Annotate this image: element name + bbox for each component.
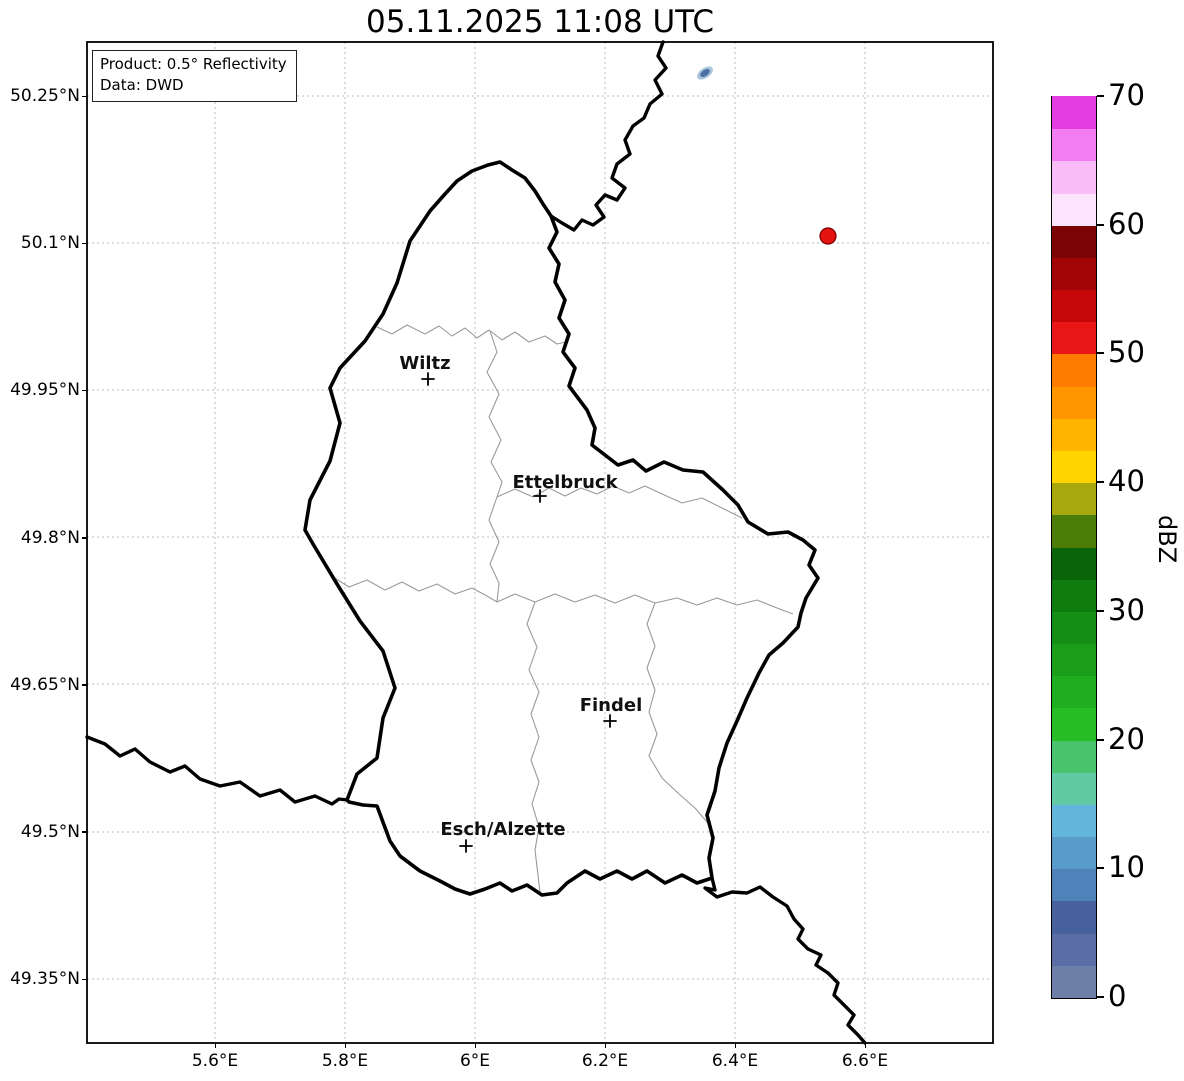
colorbar-segment — [1052, 900, 1096, 934]
colorbar-segment — [1052, 192, 1096, 226]
colorbar — [1051, 96, 1097, 999]
colorbar-segment — [1052, 611, 1096, 645]
lon-tick-label: 6°E — [459, 1051, 491, 1071]
france-germany-border — [703, 876, 867, 1045]
lon-tick-mark — [214, 1043, 216, 1048]
colorbar-tick-mark — [1097, 481, 1104, 484]
city-markers — [421, 372, 617, 853]
luxembourg-border — [303, 160, 820, 897]
colorbar-segment — [1052, 514, 1096, 548]
colorbar-segment — [1052, 96, 1096, 130]
lat-tick-mark — [82, 242, 87, 245]
esch-alzette-label: Esch/Alzette — [440, 819, 565, 840]
lat-tick-mark — [82, 978, 87, 981]
wiltz-marker — [421, 372, 435, 386]
product-label: Product: 0.5° Reflectivity — [100, 55, 287, 73]
colorbar-tick-label: 40 — [1108, 464, 1145, 499]
lon-tick-label: 5.6°E — [191, 1051, 239, 1071]
colorbar-unit-label: dBZ — [1153, 515, 1181, 564]
colorbar-tick-label: 60 — [1108, 206, 1145, 241]
colorbar-tick-label: 50 — [1108, 335, 1145, 370]
colorbar-tick-label: 20 — [1108, 721, 1145, 756]
colorbar-segment — [1052, 643, 1096, 677]
esch-alzette-marker — [459, 839, 473, 853]
colorbar-segment — [1052, 321, 1096, 355]
colorbar-tick-mark — [1097, 609, 1104, 612]
colorbar-segment — [1052, 739, 1096, 773]
findel-label: Findel — [580, 695, 643, 716]
ettelbruck-label: Ettelbruck — [512, 472, 618, 493]
lat-tick-mark — [82, 95, 87, 97]
lon-tick-mark — [474, 1043, 476, 1048]
colorbar-segment — [1052, 482, 1096, 516]
colorbar-segment — [1052, 546, 1096, 580]
lat-tick-label: 50.25°N — [10, 86, 80, 106]
colorbar-tick-mark — [1097, 996, 1104, 998]
lat-tick-mark — [82, 389, 87, 392]
city-labels: Wiltz Ettelbruck Findel Esch/Alzette — [399, 353, 642, 840]
colorbar-segment — [1052, 289, 1096, 323]
radar-echo-dot — [819, 227, 837, 245]
colorbar-segment — [1052, 804, 1096, 838]
findel-marker — [603, 714, 617, 728]
foreign-country-borders — [85, 40, 867, 1045]
lat-tick-mark — [82, 831, 87, 833]
colorbar-segment — [1052, 836, 1096, 870]
colorbar-segment — [1052, 450, 1096, 484]
colorbar-segment — [1052, 933, 1096, 966]
colorbar-segment — [1052, 675, 1096, 709]
colorbar-segment — [1052, 160, 1096, 194]
lon-tick-mark — [604, 1043, 606, 1048]
lon-tick-mark — [864, 1043, 866, 1048]
map-plot-area: Product: 0.5° Reflectivity Data: DWD — [85, 40, 994, 1045]
lat-tick-mark — [82, 537, 87, 539]
lon-tick-label: 5.8°E — [321, 1051, 369, 1071]
colorbar-segment — [1052, 128, 1096, 162]
lat-tick-label: 50.1°N — [20, 233, 80, 254]
lon-tick-label: 6.4°E — [711, 1051, 759, 1071]
colorbar-tick-label: 10 — [1108, 850, 1145, 885]
figure-title: 05.11.2025 11:08 UTC — [366, 4, 714, 40]
colorbar-tick-mark — [1097, 352, 1104, 355]
district-borders — [332, 324, 794, 893]
colorbar-segment — [1052, 225, 1096, 258]
lat-tick-label: 49.65°N — [10, 674, 80, 695]
lat-tick-label: 49.8°N — [20, 527, 80, 548]
lat-tick-label: 49.5°N — [20, 821, 80, 842]
colorbar-tick-label: 30 — [1108, 592, 1145, 627]
lat-tick-label: 49.35°N — [10, 969, 80, 990]
colorbar-segment — [1052, 257, 1096, 291]
france-belgium-border — [85, 735, 349, 806]
lon-tick-mark — [344, 1043, 346, 1048]
colorbar-tick-mark — [1097, 223, 1104, 226]
data-source-label: Data: DWD — [100, 76, 184, 94]
colorbar-tick-mark — [1097, 738, 1104, 741]
colorbar-tick-label: 70 — [1108, 78, 1145, 112]
colorbar-segment — [1052, 772, 1096, 805]
colorbar-segment — [1052, 418, 1096, 451]
plot-frame — [86, 41, 994, 1044]
map-canvas: Wiltz Ettelbruck Findel Esch/Alzette — [85, 40, 994, 1045]
colorbar-segment — [1052, 353, 1096, 387]
radar-echo-patch — [697, 66, 713, 80]
colorbar-tick-mark — [1097, 867, 1104, 870]
product-info-box: Product: 0.5° Reflectivity Data: DWD — [92, 50, 297, 102]
colorbar-segment — [1052, 707, 1096, 741]
colorbar-tick-label: 0 — [1108, 979, 1127, 1013]
wiltz-label: Wiltz — [399, 353, 450, 374]
colorbar-segment — [1052, 965, 1096, 998]
ettelbruck-marker — [533, 489, 547, 503]
lon-tick-mark — [734, 1043, 736, 1048]
belgium-germany-border — [549, 40, 668, 232]
colorbar-tick-mark — [1097, 95, 1104, 97]
colorbar-segment — [1052, 868, 1096, 902]
colorbar-segment — [1052, 579, 1096, 612]
lon-tick-label: 6.6°E — [841, 1051, 889, 1071]
lat-tick-label: 49.95°N — [10, 380, 80, 401]
colorbar-segment — [1052, 386, 1096, 419]
lat-tick-mark — [82, 684, 87, 686]
lon-tick-label: 6.2°E — [581, 1051, 629, 1071]
